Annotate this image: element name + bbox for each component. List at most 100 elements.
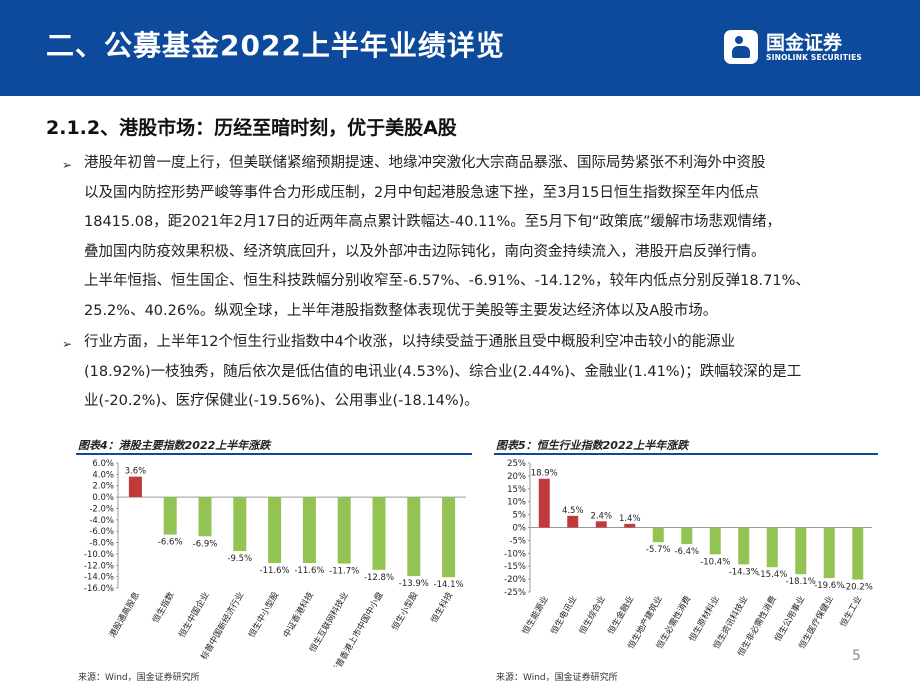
- y-tick-label: 10%: [507, 498, 526, 508]
- bar-data-label: -6.6%: [158, 538, 183, 548]
- y-tick-label: 20%: [507, 472, 526, 482]
- bar: [852, 527, 864, 580]
- bar-data-label: -9.5%: [227, 554, 252, 564]
- logo-name-en: SINOLINK SECURITIES: [766, 53, 863, 62]
- bar-data-label: -11.6%: [294, 566, 324, 576]
- bar-data-label: -6.9%: [193, 539, 218, 549]
- y-tick-label: -5%: [509, 536, 526, 546]
- y-tick-label: 2.0%: [92, 482, 114, 492]
- logo-name-cn: 国金证券: [766, 32, 843, 54]
- y-tick-label: -4.0%: [89, 516, 114, 526]
- bar: [595, 521, 607, 528]
- y-tick-label: -16.0%: [84, 584, 114, 594]
- section-subtitle: 2.1.2、港股市场：历经至暗时刻，优于美股A股: [46, 117, 457, 139]
- y-tick-label: 5%: [513, 511, 527, 521]
- paragraph-line: (18.92%)一枝独秀，随后依次是低估值的电讯业(4.53%)、综合业(2.4…: [84, 363, 802, 380]
- y-tick-label: 4.0%: [92, 470, 114, 480]
- bar-data-label: -14.3%: [729, 567, 759, 577]
- category-label: 中证香港科技: [281, 590, 316, 640]
- bar: [567, 515, 579, 528]
- y-tick-label: -10.0%: [84, 550, 114, 560]
- bar-data-label: -15.4%: [757, 570, 787, 580]
- bar-data-label: 2.4%: [590, 511, 612, 521]
- bar: [766, 527, 778, 568]
- bar-data-label: -14.1%: [434, 580, 464, 590]
- page-number: 5: [852, 648, 861, 664]
- arrow-bullet-icon: ➢: [62, 158, 73, 172]
- category-label: 恒生小型股: [390, 590, 421, 633]
- bar-data-label: -10.4%: [700, 557, 730, 567]
- bar-data-label: 3.6%: [125, 467, 147, 477]
- bar-data-label: -5.7%: [646, 545, 671, 555]
- bar: [709, 527, 721, 555]
- page-title: 二、公募基金2022上半年业绩详览: [46, 29, 505, 62]
- y-tick-label: -2.0%: [89, 504, 114, 514]
- paragraph-market: 港股年初曾一度上行，但美联储紧缩预期提速、地缘冲突激化大宗商品暴涨、国际局势紧张…: [84, 149, 884, 326]
- category-label: 恒生电讯业: [549, 594, 580, 636]
- category-label: 恒生综合业: [577, 594, 608, 636]
- bar: [442, 497, 456, 578]
- category-label: 恒生金融业: [606, 594, 637, 636]
- paragraph-line: 以及国内防控形势严峻等事件合力形成压制，2月中旬起港股急速下挫，至3月15日恒生…: [84, 184, 759, 201]
- bar: [163, 497, 177, 535]
- category-label: 恒生中国企业: [177, 590, 212, 640]
- bar-data-label: -13.9%: [399, 579, 429, 589]
- figure-5-rule: [494, 453, 878, 455]
- paragraph-line: 25.2%、40.26%。纵观全球，上半年港股指数整体表现优于美股等主要发达经济…: [84, 302, 718, 319]
- category-label: 恒生能源业: [520, 594, 551, 636]
- bar-data-label: -20.2%: [843, 583, 873, 593]
- paragraph-line: 业(-20.2%)、医疗保健业(-19.56%)、公用事业(-18.14%)。: [84, 393, 479, 409]
- y-tick-label: -8.0%: [89, 539, 114, 549]
- bar: [624, 523, 636, 528]
- category-label: 恒生工业: [838, 594, 865, 629]
- bar: [128, 476, 142, 498]
- arrow-bullet-icon: ➢: [62, 337, 73, 351]
- bar: [681, 527, 693, 545]
- category-label: 恒生指数: [150, 590, 177, 625]
- chart-sector-returns: 25% 20% 15% 10% 5% 0% -5% -10% -15% -20% -25% 18.9%…: [504, 459, 873, 658]
- y-tick-label: -25%: [504, 588, 526, 598]
- bar: [337, 497, 351, 564]
- paragraph-line: 上半年恒指、恒生国企、恒生科技跌幅分别收窄至-6.57%、-6.91%、-14.…: [84, 273, 810, 289]
- bar: [652, 527, 664, 543]
- bar-data-label: -11.6%: [260, 566, 290, 576]
- y-tick-label: -14.0%: [84, 573, 114, 583]
- bar: [198, 497, 212, 537]
- company-logo: 国金证券 SINOLINK SECURITIES: [724, 28, 904, 68]
- paragraph-line: 叠加国内防疫效果积极、经济筑底回升，以及外部冲击边际钝化，南向资金持续流入，港股…: [84, 243, 766, 260]
- bar: [538, 478, 550, 528]
- figure-4-source: 来源：Wind，国金证券研究所: [78, 673, 200, 683]
- bar-data-label: -18.1%: [786, 577, 816, 587]
- y-tick-label: 0%: [513, 524, 527, 534]
- chart-index-returns: 6.0%4.0% 2.0%0.0%-2.0% -4.0%-6.0% -8.0%-10.…: [84, 459, 466, 667]
- bar-data-label: -6.4%: [674, 547, 699, 557]
- y-tick-label: -15%: [504, 562, 526, 572]
- bar: [268, 497, 282, 563]
- y-tick-label: -20%: [504, 575, 526, 585]
- bar-data-label: 4.5%: [562, 506, 584, 516]
- category-label: 港股通高股息: [107, 590, 142, 640]
- category-label: 恒生互联网科技业: [307, 590, 351, 654]
- bar-data-label: 18.9%: [531, 469, 558, 479]
- bar: [372, 497, 386, 570]
- bar: [738, 527, 750, 565]
- bar: [302, 497, 316, 563]
- logo-person-icon: [724, 30, 758, 64]
- figure-5-title: 图表5：恒生行业指数2022上半年涨跌: [496, 439, 689, 452]
- paragraph-line: 港股年初曾一度上行，但美联储紧缩预期提速、地缘冲突激化大宗商品暴涨、国际局势紧张…: [84, 155, 766, 171]
- bar: [823, 527, 835, 579]
- y-tick-label: 0.0%: [92, 493, 114, 503]
- bar-data-label: -11.7%: [329, 567, 359, 577]
- bar: [233, 497, 247, 552]
- bar: [795, 527, 807, 575]
- y-tick-label: 25%: [507, 459, 526, 469]
- paragraph-line: 行业方面，上半年12个恒生行业指数中4个收涨，以持续受益于通胀且受中概股利空冲击…: [84, 334, 736, 350]
- bar-data-label: 1.4%: [619, 514, 641, 524]
- y-tick-label: 6.0%: [92, 459, 114, 469]
- paragraph-industry: 行业方面，上半年12个恒生行业指数中4个收涨，以持续受益于通胀且受中概股利空冲击…: [84, 328, 884, 417]
- paragraph-line: 18415.08，距2021年2月17日的近两年高点累计跌幅达-40.11%。至…: [84, 214, 782, 230]
- category-label: 恒生中小型股: [246, 590, 281, 640]
- bar-data-label: -12.8%: [364, 573, 394, 583]
- y-tick-label: -10%: [504, 549, 526, 559]
- bar-data-label: -19.6%: [814, 581, 844, 591]
